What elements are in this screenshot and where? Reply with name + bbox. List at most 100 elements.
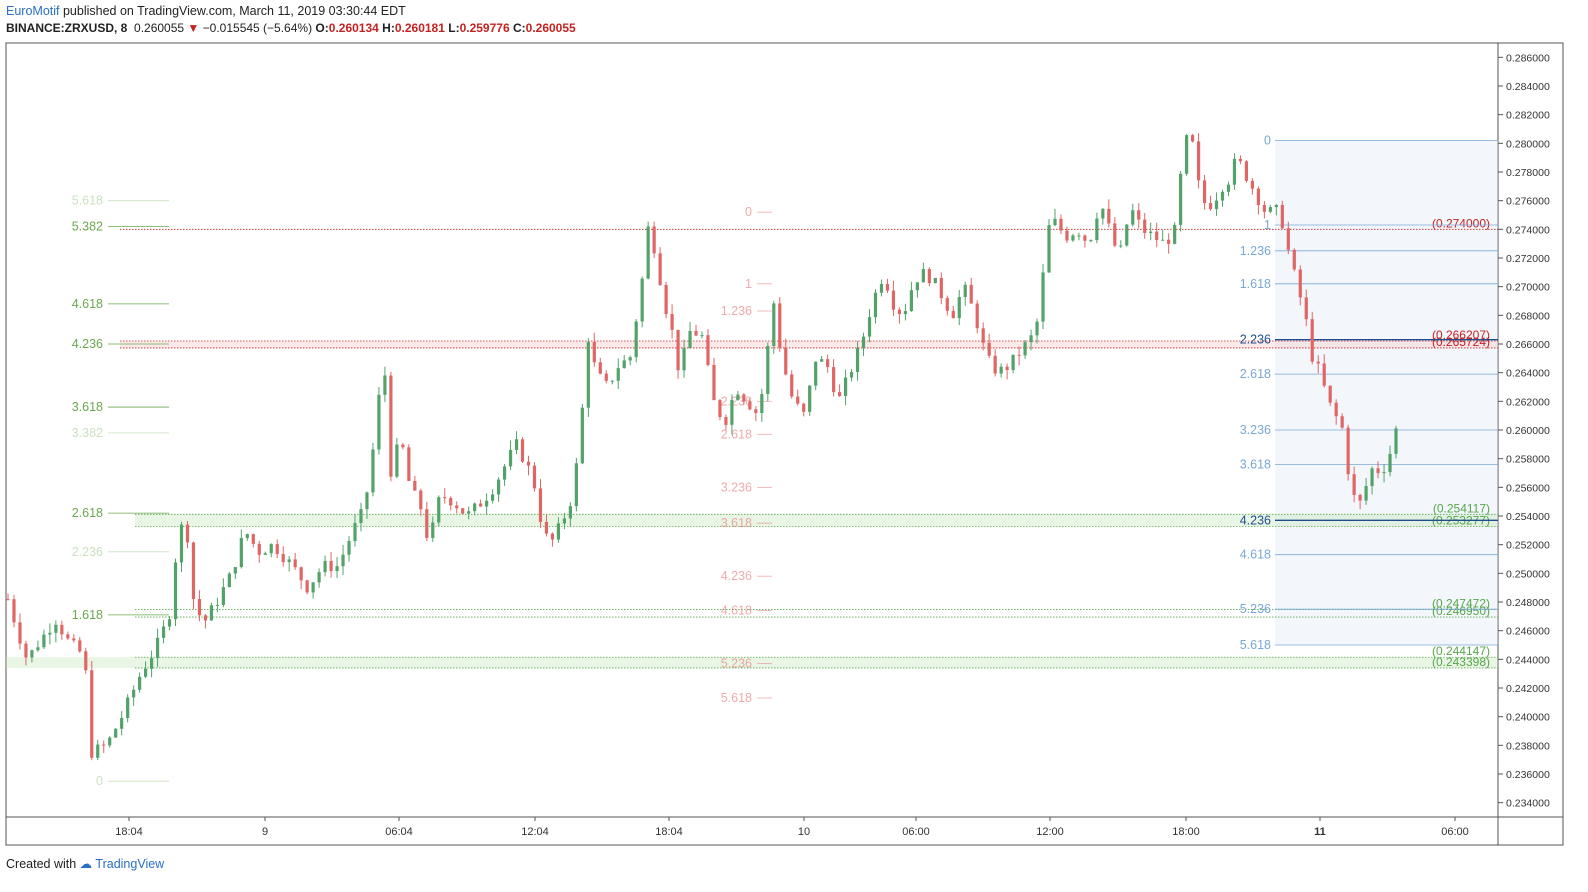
candle-body [287, 559, 291, 563]
fib-blue-level-label: 5.236 [1240, 602, 1271, 616]
candle-body [78, 640, 82, 652]
candle-body [766, 345, 770, 394]
candle-body [586, 341, 590, 408]
candle-body [838, 392, 842, 397]
candle-body [604, 373, 608, 381]
candle-body [1017, 354, 1021, 356]
candle-body [957, 296, 961, 319]
fib-red-level-label: 3.236 [721, 480, 752, 494]
candle-body [431, 522, 435, 538]
candle-body [36, 647, 40, 651]
candle-body [1083, 235, 1087, 241]
candle-body [670, 313, 674, 330]
candle-body [1316, 361, 1320, 364]
candle-body [999, 366, 1003, 374]
candle-body [323, 560, 327, 573]
candle-body [993, 355, 997, 374]
fib-green-level-label: 4.618 [72, 297, 103, 311]
candle-body [556, 523, 561, 540]
candle-body [796, 396, 800, 404]
candle-body [30, 650, 34, 658]
author-link[interactable]: EuroMotif [6, 4, 60, 18]
candle-body [808, 385, 812, 412]
candles-group [6, 133, 1398, 761]
candle-body [1250, 180, 1255, 189]
candle-body [897, 309, 902, 315]
chart-header-line1: EuroMotif published on TradingView.com, … [6, 4, 406, 18]
candle-body [365, 492, 369, 510]
tradingview-logo-icon: ☁ [79, 857, 93, 871]
candle-body [1143, 219, 1147, 233]
x-tick-label: 12:00 [1036, 826, 1064, 838]
candle-body [209, 605, 214, 621]
candle-body [861, 336, 866, 349]
candle-body [963, 284, 967, 297]
candle-body [479, 503, 483, 507]
fib-zone [1275, 140, 1498, 645]
candle-body [389, 375, 393, 477]
candle-body [173, 562, 178, 620]
tradingview-link[interactable]: TradingView [95, 857, 165, 871]
candle-body [544, 521, 549, 534]
candle-body [269, 544, 273, 554]
candle-body [1358, 494, 1362, 501]
candle-body [550, 533, 555, 540]
candle-body [802, 403, 806, 412]
candle-body [1202, 180, 1207, 204]
candle-body [1382, 472, 1386, 474]
candle-body [1328, 385, 1332, 403]
fib-red-level-label: 2.618 [721, 427, 752, 441]
candle-body [867, 317, 872, 337]
candle-body [6, 599, 10, 601]
fib-blue-level-label: 3.618 [1240, 457, 1271, 471]
candle-body [1208, 203, 1213, 210]
candle-body [305, 580, 309, 593]
y-tick-label: 0.280000 [1506, 138, 1550, 150]
candle-body [933, 277, 937, 284]
candle-body [1053, 218, 1057, 226]
candle-body [485, 500, 489, 507]
candle-body [413, 480, 417, 491]
candle-body [167, 619, 172, 627]
candle-body [1149, 231, 1153, 233]
candle-body [1244, 161, 1249, 181]
candle-body [760, 393, 764, 413]
candle-body [778, 303, 782, 348]
candle-body [682, 348, 686, 371]
candle-body [311, 582, 315, 593]
candle-body [951, 310, 955, 319]
candle-body [592, 341, 596, 363]
candle-body [1346, 427, 1350, 475]
candle-body [1065, 230, 1069, 241]
candle-body [1059, 218, 1063, 231]
candle-body [12, 599, 16, 623]
candle-body [215, 604, 219, 606]
low-value: 0.259776 [459, 21, 510, 35]
candle-body [1179, 173, 1183, 225]
fib-green-level-label: 0 [96, 774, 103, 788]
candle-body [1394, 428, 1398, 454]
candle-body [700, 335, 704, 337]
candle-body [694, 330, 698, 336]
candle-body [676, 329, 680, 371]
candle-body [1256, 188, 1260, 206]
candle-body [939, 277, 943, 299]
candle-body [1286, 228, 1290, 250]
candle-body [1232, 158, 1237, 185]
candle-body [233, 567, 237, 574]
candle-body [975, 303, 979, 329]
candle-body [1292, 249, 1296, 270]
candle-body [491, 494, 495, 501]
candle-body [24, 643, 28, 658]
candle-body [114, 728, 118, 738]
y-tick-label: 0.236000 [1506, 769, 1550, 781]
y-tick-label: 0.238000 [1506, 740, 1550, 752]
candle-body [455, 505, 459, 509]
candle-body [293, 559, 297, 568]
candle-body [658, 253, 662, 285]
fib-red-level-label: 0 [745, 205, 752, 219]
candle-body [981, 328, 985, 343]
y-tick-label: 0.244000 [1506, 654, 1550, 666]
candle-body [185, 524, 190, 543]
